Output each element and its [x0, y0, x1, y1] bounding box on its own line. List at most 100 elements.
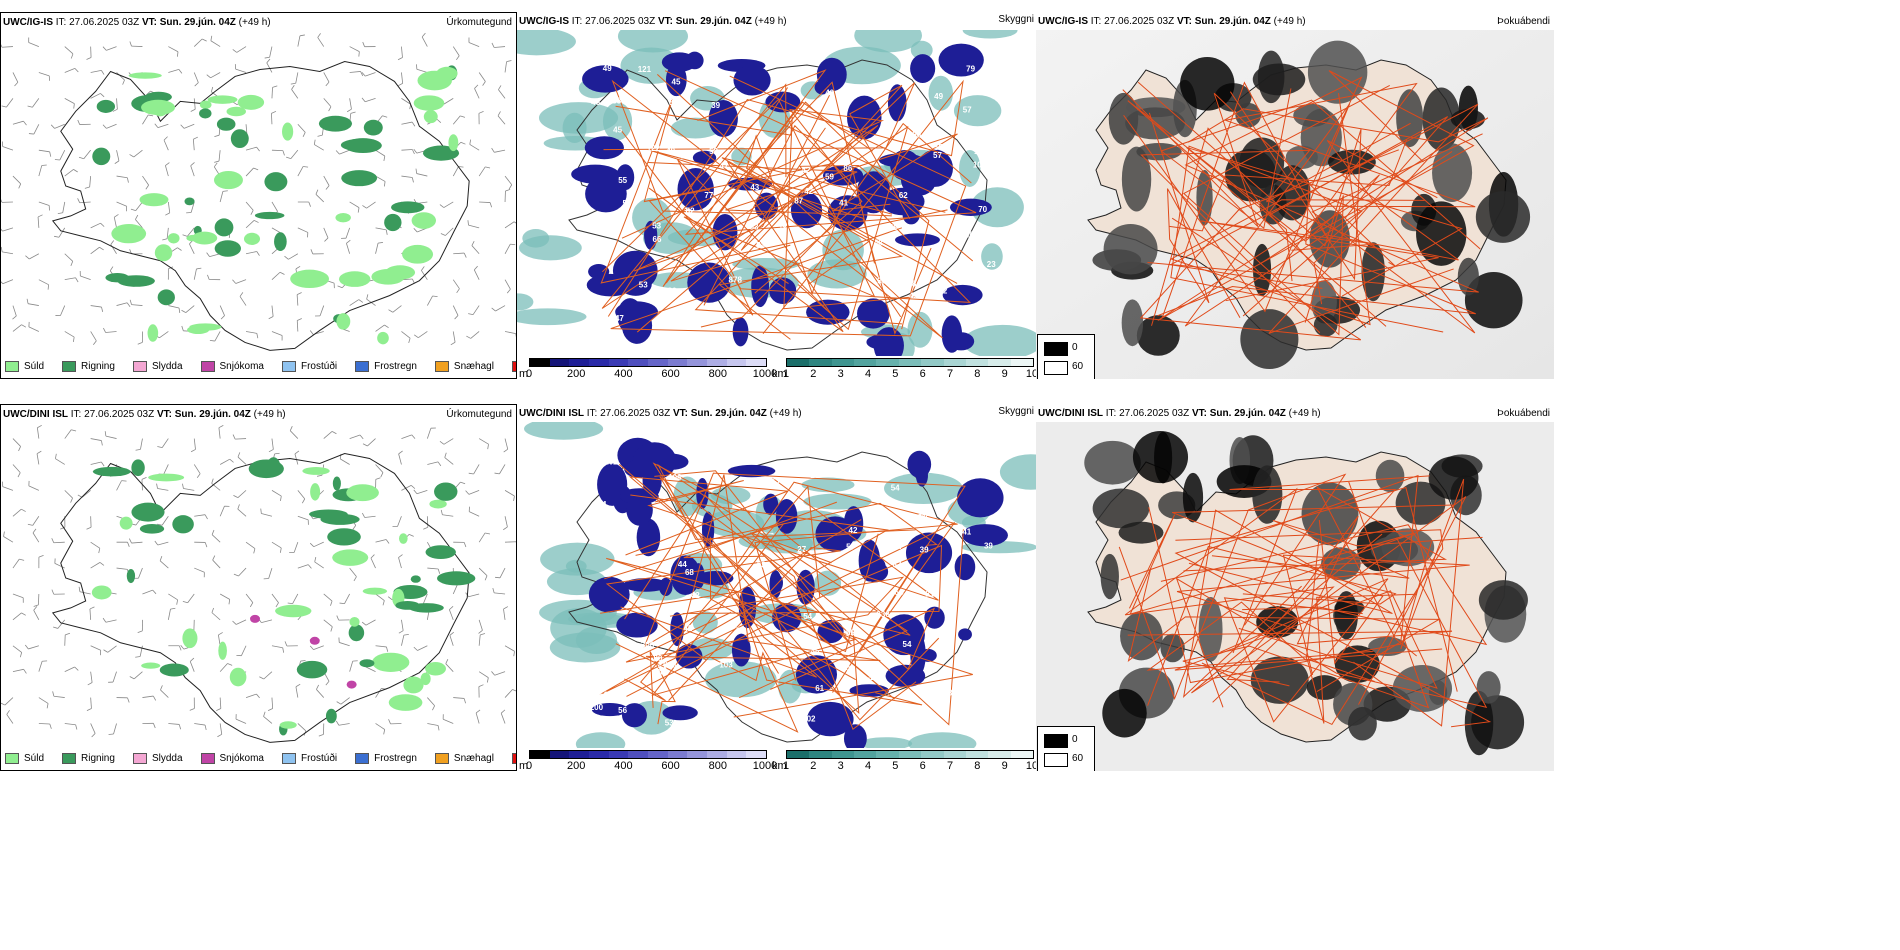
wind-barb [6, 714, 14, 724]
wind-barb-flag [485, 166, 491, 169]
wind-barb-flag [303, 166, 309, 168]
cloudbase-value-label: 64 [714, 178, 723, 187]
wind-barb [504, 175, 513, 185]
colorbar-tick-label: 9 [1001, 760, 1008, 771]
cloudbase-value-label: 44 [701, 338, 710, 347]
wind-barb-flag [256, 251, 260, 256]
cloudbase-area [591, 702, 628, 717]
wind-barb [427, 697, 435, 706]
cloudbase-value-label: 47 [615, 314, 624, 323]
cloudbase-value-label: 54 [598, 500, 607, 509]
cloudbase-value-label: 49 [934, 92, 943, 101]
wind-barb [107, 645, 117, 653]
precip-area [349, 616, 360, 627]
wind-barb-flag [127, 697, 130, 703]
road-line [662, 87, 930, 330]
precip-legend-label: Rigning [81, 753, 115, 764]
wind-barb [365, 666, 376, 673]
wind-barb-flag [297, 318, 302, 321]
precip-legend-label: Rigning [81, 361, 115, 372]
cloudbase-value-label: 126 [821, 471, 835, 480]
wind-barb [54, 123, 65, 129]
fog-legend-swatch-60 [1044, 361, 1068, 375]
precip-area [436, 66, 458, 81]
wind-barb [498, 89, 506, 99]
wind-barb-flag [500, 709, 506, 714]
wind-barb-flag [74, 666, 79, 671]
wind-barb [27, 303, 39, 306]
precip-legend-swatch [5, 753, 19, 764]
wind-barb-flag [38, 554, 44, 558]
colorbar-tick-label: 7 [946, 368, 954, 379]
wind-barb [90, 671, 93, 683]
wind-barb-flag [33, 604, 39, 607]
wind-barb-flag [6, 710, 10, 715]
wind-barb-flag [388, 309, 393, 313]
wind-barb-flag [170, 607, 176, 610]
wind-barb-flag [456, 288, 460, 294]
wind-barb-flag [19, 558, 25, 561]
precip-area [226, 106, 246, 117]
panel-header: UWC/DINI ISL IT: 27.06.2025 03Z VT: Sun.… [3, 408, 516, 422]
visibility-unit: km [772, 760, 787, 771]
wind-barb-flag [352, 525, 357, 530]
wind-barb [479, 201, 491, 203]
cloudbase-value-label: 57 [933, 151, 942, 160]
wind-barb-flag [178, 724, 182, 730]
fog-area [1252, 63, 1306, 96]
fog-area [1103, 223, 1158, 275]
cloudbase-value-label: 206 [870, 673, 884, 682]
wind-barb-flag [386, 646, 389, 652]
cloudbase-unit: m [519, 368, 529, 379]
wind-barb [245, 541, 256, 549]
wind-barb-flag [156, 483, 158, 489]
wind-barb [449, 635, 454, 646]
wind-barb [340, 458, 350, 465]
wind-barb [239, 296, 247, 306]
cloudbase-value-label: 46 [778, 220, 787, 229]
wind-barb [417, 645, 428, 651]
cloudbase-area [696, 477, 709, 510]
wind-barb-flag [237, 452, 241, 458]
wind-barb-flag [37, 214, 43, 218]
precip-area [111, 224, 147, 244]
valid-time: VT: Sun. 29.jún. 04Z [141, 17, 236, 28]
wind-barb [293, 542, 299, 553]
wind-barb [401, 619, 404, 631]
precip-legend: Súld Rigning Slydda Snjókoma Frostúði Frostre… [5, 361, 516, 372]
precip-area [363, 119, 383, 136]
wind-barb [375, 593, 385, 601]
wind-barb-flag [114, 214, 119, 218]
wind-barb [453, 697, 465, 699]
fog-area [1118, 521, 1164, 544]
fog-area [1250, 656, 1309, 704]
precip-area [131, 459, 145, 477]
precip-area [264, 172, 288, 192]
wind-barb [64, 666, 75, 673]
wind-barb-flag [362, 443, 368, 447]
wind-barb [142, 589, 153, 595]
wind-barb-flag [485, 532, 491, 535]
wind-barb-flag [302, 132, 306, 137]
visibility-area [910, 40, 933, 60]
wind-barb [271, 271, 281, 280]
precip-area [187, 325, 210, 335]
wind-barb [235, 438, 247, 440]
cloudbase-area [675, 644, 703, 669]
wind-barb [219, 458, 230, 465]
wind-barb [443, 201, 454, 208]
visibility-area [908, 732, 977, 748]
wind-barb-flag [346, 239, 351, 244]
precip-legend-label: Frostregn [374, 753, 417, 764]
wind-barb-flag [275, 602, 279, 608]
colorbar-tick-label: 600 [661, 760, 680, 771]
precip-legend-label: Slydda [151, 361, 183, 372]
wind-barb-flag [432, 705, 436, 711]
wind-barb-flag [294, 450, 300, 455]
wind-barb [504, 689, 513, 698]
wind-barb-flag [27, 105, 33, 108]
precip-legend-swatch [200, 753, 215, 764]
wind-barb [271, 593, 279, 603]
precip-area [105, 273, 130, 283]
wind-barb [349, 567, 357, 577]
